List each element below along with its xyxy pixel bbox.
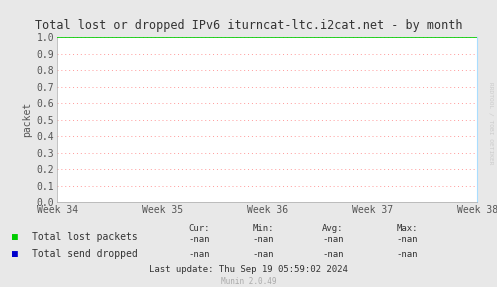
Text: Munin 2.0.49: Munin 2.0.49 [221,277,276,286]
Text: -nan: -nan [322,235,344,244]
Text: -nan: -nan [397,250,418,259]
Y-axis label: packet: packet [22,102,33,137]
Text: -nan: -nan [188,250,210,259]
Text: RRDTOOL / TOBI OETIKER: RRDTOOL / TOBI OETIKER [489,82,494,165]
Text: Total lost packets: Total lost packets [32,232,138,242]
Text: Cur:: Cur: [188,224,210,233]
Text: Avg:: Avg: [322,224,344,233]
Text: Last update: Thu Sep 19 05:59:02 2024: Last update: Thu Sep 19 05:59:02 2024 [149,265,348,274]
Text: Max:: Max: [397,224,418,233]
Text: -nan: -nan [252,235,274,244]
Text: ■: ■ [12,249,18,259]
Text: -nan: -nan [397,235,418,244]
Text: Total send dropped: Total send dropped [32,249,138,259]
Text: -nan: -nan [252,250,274,259]
Text: ■: ■ [12,232,18,242]
Text: -nan: -nan [322,250,344,259]
Text: Total lost or dropped IPv6 iturncat-ltc.i2cat.net - by month: Total lost or dropped IPv6 iturncat-ltc.… [35,19,462,32]
Text: -nan: -nan [188,235,210,244]
Text: Min:: Min: [252,224,274,233]
